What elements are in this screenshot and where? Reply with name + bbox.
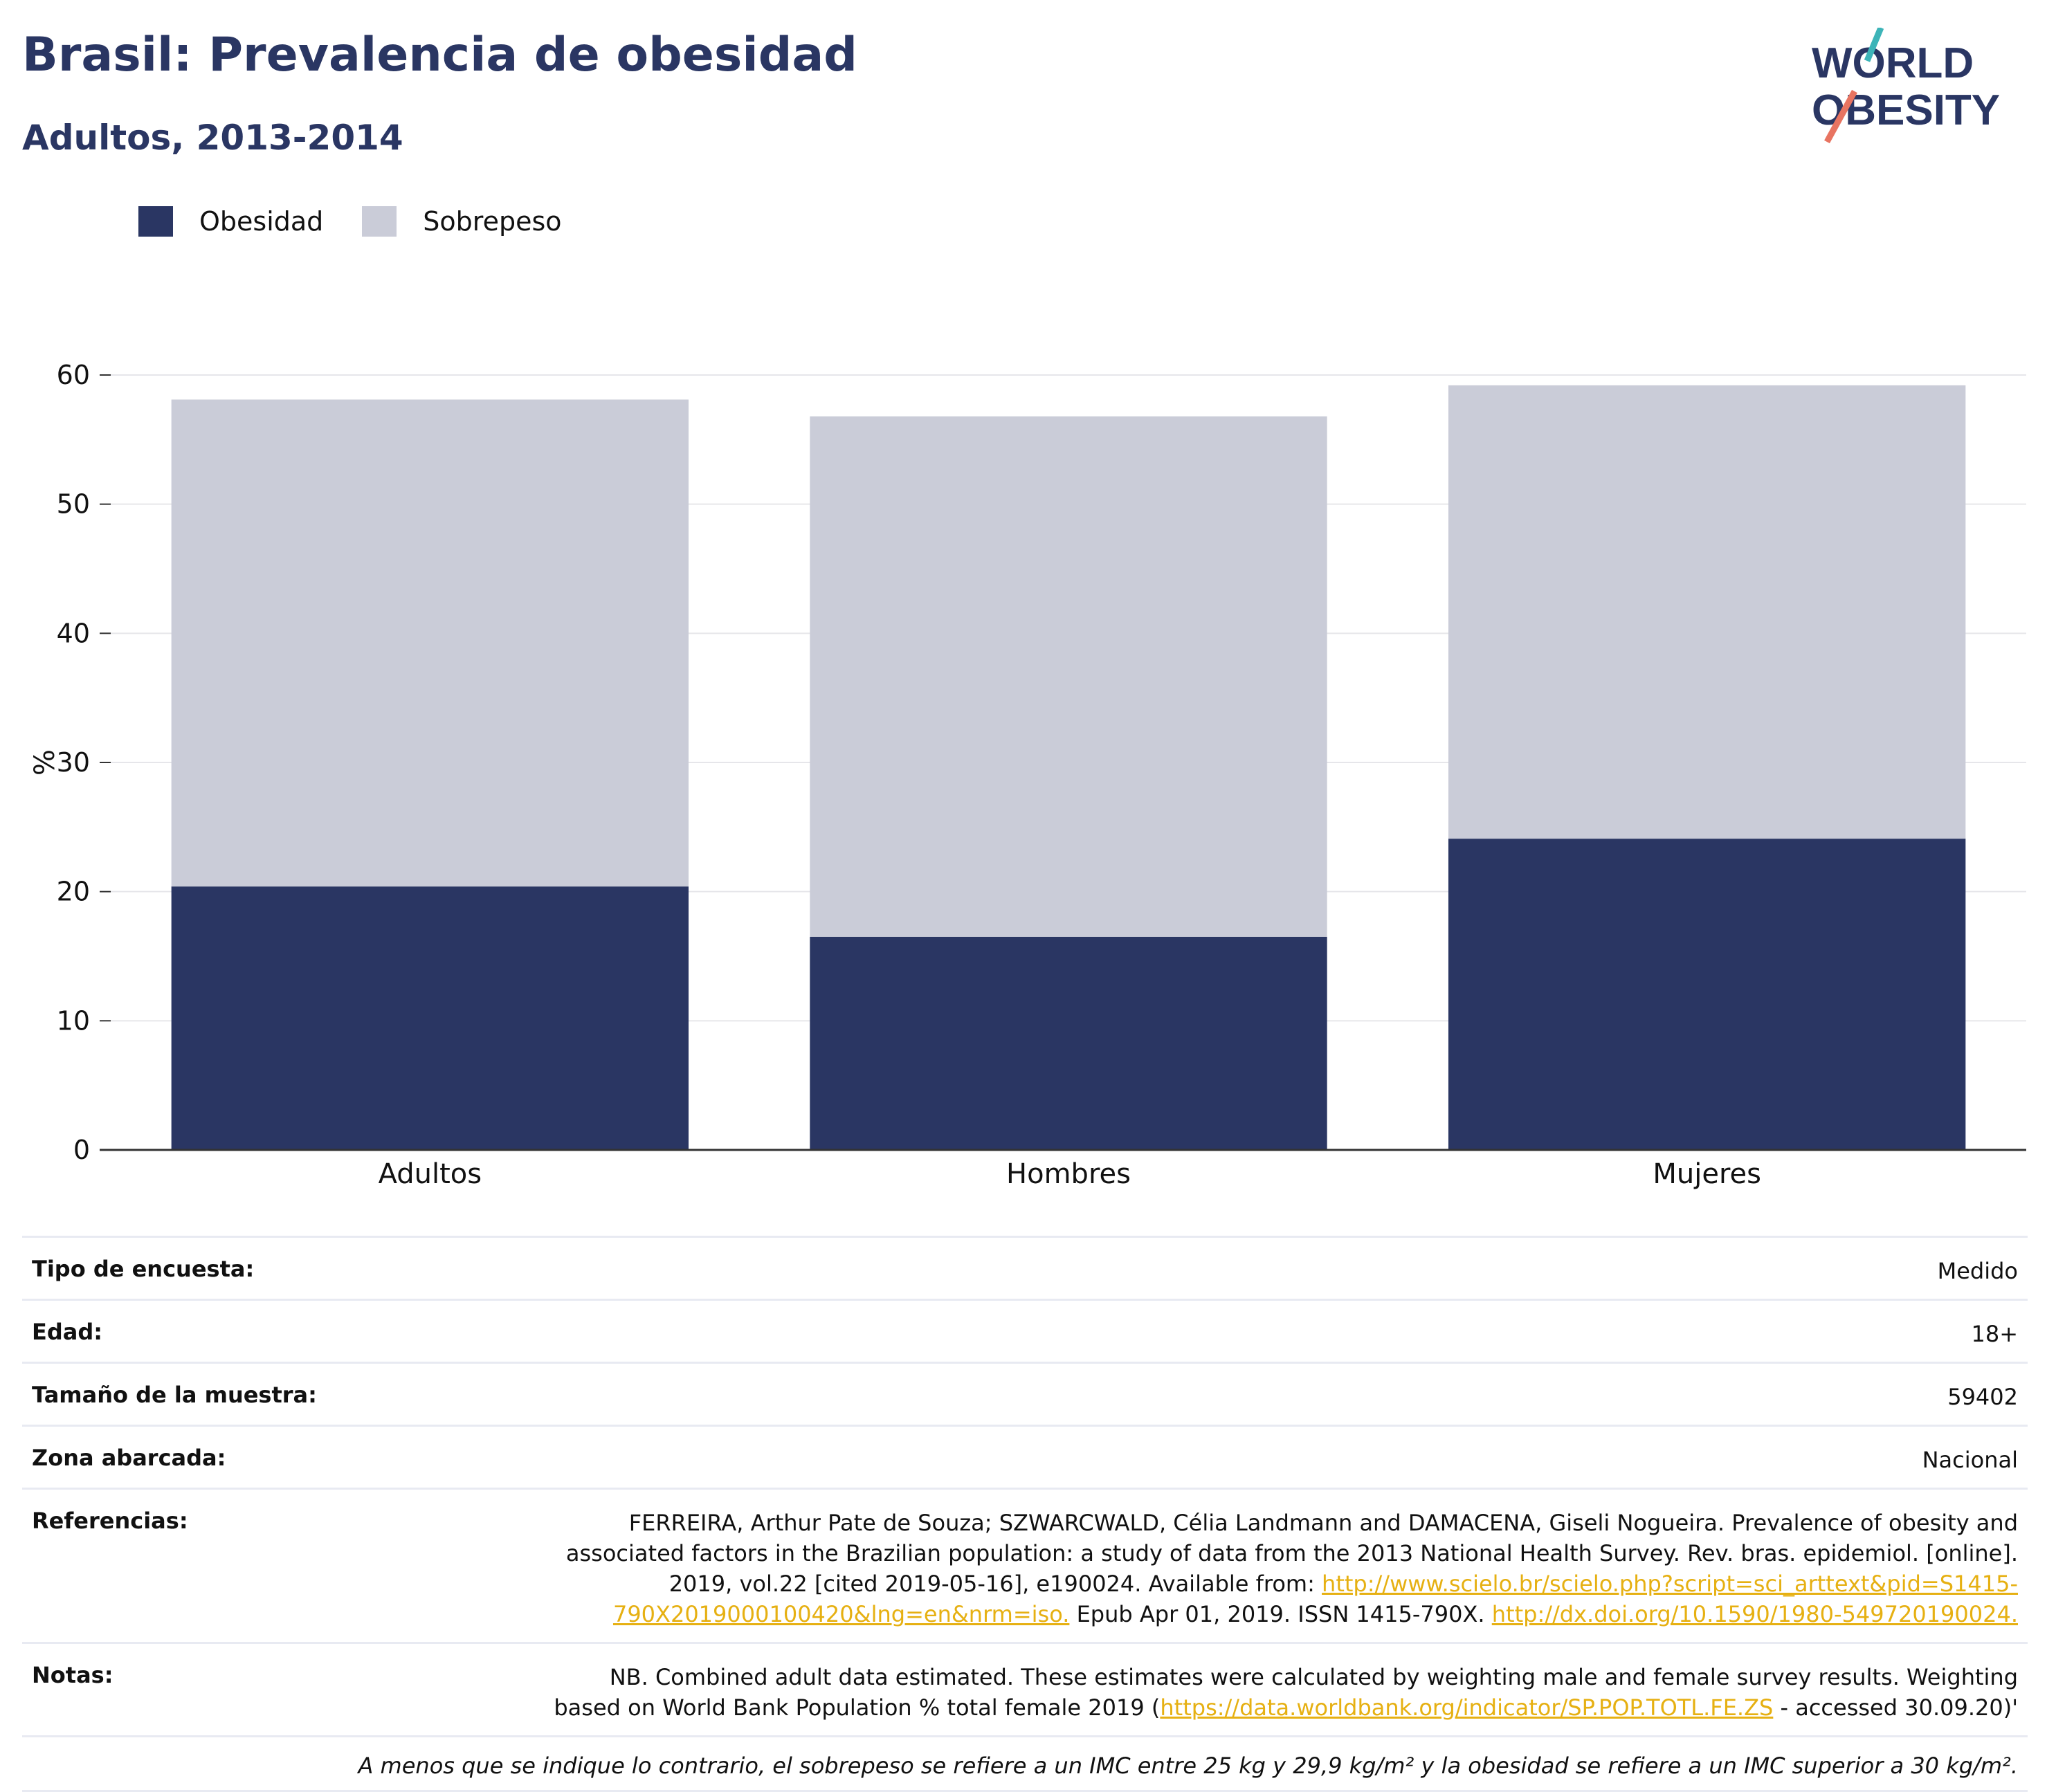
meta-row-label: Tamaño de la muestra: — [32, 1382, 317, 1408]
legend-label-obesidad: Obesidad — [199, 206, 324, 237]
y-tick-label: 10 — [57, 1005, 90, 1036]
y-axis-title: % — [29, 749, 61, 776]
references-row: Referencias: FERREIRA, Arthur Pate de So… — [22, 1488, 2028, 1642]
legend-swatch-sobrepeso — [362, 206, 397, 237]
meta-row-label: Edad: — [32, 1319, 103, 1345]
notes-link-worldbank[interactable]: https://data.worldbank.org/indicator/SP.… — [1160, 1694, 1774, 1721]
legend-item-sobrepeso[interactable]: Sobrepeso — [362, 206, 562, 237]
meta-row: Edad: 18+ — [22, 1299, 2028, 1362]
meta-row-value: Nacional — [1922, 1447, 2018, 1473]
notes-label: Notas: — [32, 1662, 113, 1688]
x-tick-label: Adultos — [379, 1158, 482, 1190]
notes-row: Notas: NB. Combined adult data estimated… — [22, 1642, 2028, 1735]
legend-label-sobrepeso: Sobrepeso — [423, 206, 562, 237]
meta-row: Tamaño de la muestra: 59402 — [22, 1362, 2028, 1425]
x-tick-label: Hombres — [1006, 1158, 1131, 1190]
y-tick-label: 0 — [73, 1135, 90, 1165]
stacked-bar-chart: 0 10 20 30 40 50 60% Adultos Hombres Mujeres — [29, 360, 2026, 1190]
bar-adultos-sobrepeso — [171, 399, 689, 887]
y-tick-label: 30 — [57, 747, 90, 778]
legend-item-obesidad[interactable]: Obesidad — [138, 206, 323, 237]
legend-swatch-obesidad — [138, 206, 173, 237]
references-value: FERREIRA, Arthur Pate de Souza; SZWARCWA… — [551, 1508, 2018, 1629]
references-label: Referencias: — [32, 1508, 188, 1534]
meta-row-value: 18+ — [1971, 1321, 2018, 1347]
x-tick-label: Mujeres — [1653, 1158, 1761, 1190]
bar-adultos-obesidad — [171, 886, 689, 1150]
world-obesity-logo: WORLD OBESITY — [1812, 28, 2000, 144]
survey-details-table: Tipo de encuesta: Medido Edad: 18+ Tamaño de… — [22, 1236, 2028, 1792]
notes-text-1: NB. Combined adult data estimated. These… — [554, 1664, 2018, 1721]
references-text-2: Epub Apr 01, 2019. ISSN 1415-790X. — [1069, 1601, 1492, 1627]
page-title: Brasil: Prevalencia de obesidad — [22, 28, 857, 82]
meta-row: Tipo de encuesta: Medido — [22, 1236, 2028, 1299]
y-tick-label: 40 — [57, 618, 90, 648]
references-link-doi[interactable]: http://dx.doi.org/10.1590/1980-549720190… — [1491, 1601, 2018, 1627]
logo-word-obesity: OBESITY — [1812, 86, 2000, 134]
meta-row-value: Medido — [1937, 1258, 2018, 1284]
references-text-1: FERREIRA, Arthur Pate de Souza; SZWARCWA… — [565, 1510, 2018, 1597]
meta-row-label: Zona abarcada: — [32, 1445, 226, 1471]
meta-row-value: 59402 — [1947, 1384, 2018, 1410]
meta-row-label: Tipo de encuesta: — [32, 1256, 255, 1282]
definitions-footnote: A menos que se indique lo contrario, el … — [22, 1735, 2028, 1792]
page-subtitle: Adultos, 2013-2014 — [22, 118, 403, 158]
meta-row: Zona abarcada: Nacional — [22, 1425, 2028, 1488]
notes-text-2: - accessed 30.09.20)' — [1773, 1694, 2019, 1721]
references-link-scielo[interactable]: http://www.scielo.br/scielo.php?script=s… — [612, 1571, 2018, 1627]
y-tick-label: 20 — [57, 877, 90, 907]
y-tick-label: 60 — [57, 360, 90, 390]
chart-legend: Obesidad Sobrepeso — [138, 206, 601, 237]
y-tick-label: 50 — [57, 489, 90, 520]
logo-stroke-teal — [1864, 28, 1884, 62]
bar-hombres-obesidad — [810, 937, 1327, 1150]
bar-hombres-sobrepeso — [810, 416, 1327, 937]
logo-word-world: WORLD — [1812, 39, 1974, 87]
logo-stroke-coral — [1824, 89, 1857, 144]
notes-value: NB. Combined adult data estimated. These… — [551, 1662, 2018, 1723]
bar-mujeres-sobrepeso — [1448, 385, 1966, 839]
bar-mujeres-obesidad — [1448, 839, 1966, 1150]
